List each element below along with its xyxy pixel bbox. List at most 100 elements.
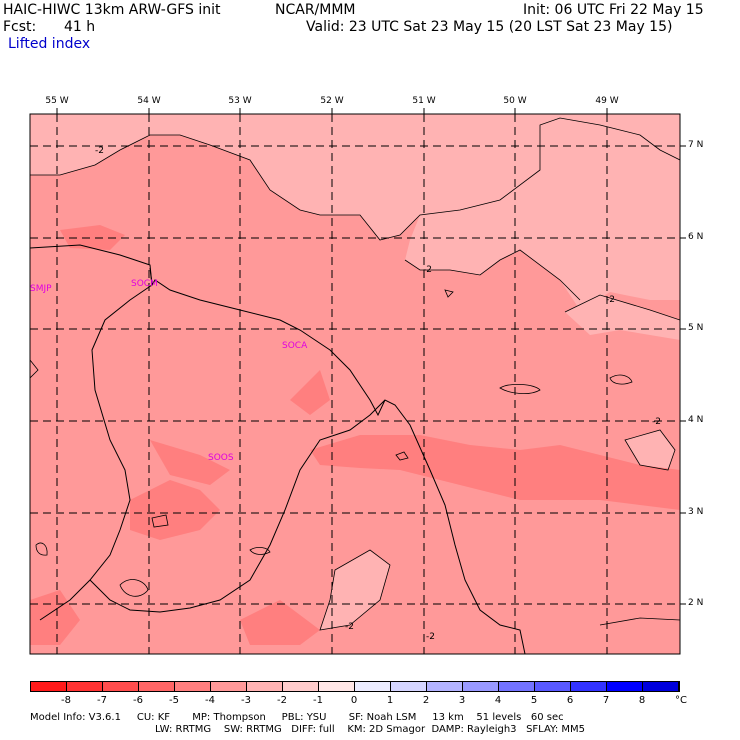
colorbar-tick: 1	[386, 695, 394, 706]
colorbar-swatch	[427, 682, 463, 691]
colorbar-swatch	[31, 682, 67, 691]
colorbar-swatch	[211, 682, 247, 691]
init-time: Init: 06 UTC Fri 22 May 15	[523, 2, 704, 18]
colorbar-swatch	[643, 682, 679, 691]
contour-ne-2	[564, 294, 680, 321]
colorbar-tick: 3	[458, 695, 466, 706]
contour-closed-7	[249, 546, 271, 555]
colorbar-tick: -5	[169, 695, 179, 706]
colorbar-swatch	[607, 682, 643, 691]
contour-closed-6	[151, 514, 169, 528]
colorbar-tick: 7	[602, 695, 610, 706]
lon-label: 55 W	[45, 96, 69, 106]
lat-label: 5 N	[688, 323, 704, 333]
lon-label: 49 W	[595, 96, 619, 106]
coastlines	[30, 244, 526, 654]
colorbar-swatch	[391, 682, 427, 691]
lat-label: 3 N	[688, 507, 704, 517]
contour-closed-3	[624, 429, 676, 471]
colorbar-tick: 8	[638, 695, 646, 706]
colorbar-swatch	[175, 682, 211, 691]
lon-label: 53 W	[228, 96, 252, 106]
colorbar	[30, 681, 680, 692]
forecast-label: Fcst:	[3, 19, 37, 35]
lat-label: 6 N	[688, 232, 704, 242]
contour-closed-2	[609, 374, 633, 385]
field-strong-patch5	[240, 600, 320, 645]
contour-label: -2	[423, 265, 432, 275]
field-strong-patch4	[60, 225, 125, 250]
colorbar-tick: -1	[313, 695, 323, 706]
contour-closed-1	[499, 384, 541, 394]
contour-label: -2	[652, 417, 661, 427]
contour-label: -2	[606, 295, 615, 305]
field-strong-band	[310, 435, 680, 510]
model-info-line1: Model Info: V3.6.1 CU: KF MP: Thompson P…	[30, 712, 564, 723]
colorbar-swatch	[319, 682, 355, 691]
contour-label: -2	[426, 632, 435, 642]
colorbar-tick: -2	[277, 695, 287, 706]
valid-time: Valid: 23 UTC Sat 23 May 15 (20 LST Sat …	[306, 19, 673, 35]
colorbar-tick: -7	[97, 695, 107, 706]
colorbar-tick: -8	[61, 695, 71, 706]
border-guyana-suriname	[149, 267, 153, 286]
border-suriname-guiana	[89, 399, 386, 613]
model-info-line2: LW: RRTMG SW: RRTMG DIFF: full KM: 2D Sm…	[155, 724, 585, 735]
station-label: SOCM	[131, 279, 158, 289]
field-strong-patch2	[150, 440, 230, 485]
lon-label: 51 W	[412, 96, 436, 106]
station-label: SOOS	[208, 453, 234, 463]
graticule	[30, 114, 680, 654]
contour-ne	[404, 249, 581, 301]
colorbar-swatch	[103, 682, 139, 691]
colorbar-swatch	[355, 682, 391, 691]
contours	[30, 117, 680, 631]
colorbar-tick: 0	[350, 695, 358, 706]
contour-label: -2	[95, 146, 104, 156]
lat-label: 7 N	[688, 140, 704, 150]
colorbar-tick: 2	[422, 695, 430, 706]
field-light-ne	[405, 118, 680, 310]
map-frame	[29, 113, 681, 655]
colorbar-swatch	[535, 682, 571, 691]
contour-closed-8	[395, 451, 409, 461]
station-label: SOCA	[282, 341, 308, 351]
border-west	[39, 284, 153, 621]
colorbar-swatch	[283, 682, 319, 691]
field-strong-patch3	[290, 370, 330, 415]
field-light-sw	[320, 550, 390, 630]
colorbar-swatch	[499, 682, 535, 691]
lat-label: 4 N	[688, 415, 704, 425]
colorbar-tick: -4	[205, 695, 215, 706]
field-strong-patch1	[130, 480, 220, 540]
colorbar-tick: 4	[494, 695, 502, 706]
forecast-hour: 41 h	[64, 19, 96, 35]
lat-label: 2 N	[688, 598, 704, 608]
contour-closed-4	[119, 579, 149, 597]
colorbar-swatch	[247, 682, 283, 691]
colorbar-tick: -3	[241, 695, 251, 706]
colorbar-tick: -6	[133, 695, 143, 706]
field-light-se	[625, 430, 675, 470]
contour-label: -2	[345, 622, 354, 632]
lon-label: 50 W	[503, 96, 527, 106]
coastline	[30, 244, 526, 654]
field-name: Lifted index	[8, 36, 91, 52]
colorbar-tick: 5	[530, 695, 538, 706]
colorbar-swatch	[67, 682, 103, 691]
model-title: HAIC-HIWC 13km ARW-GFS init	[3, 2, 221, 18]
lon-label: 54 W	[137, 96, 161, 106]
contour-closed-9	[444, 289, 454, 298]
colorbar-swatch	[139, 682, 175, 691]
frame-ticks	[56, 108, 686, 605]
colorbar-unit: °C	[675, 695, 687, 706]
station-label: SMJP	[30, 284, 52, 294]
contour-closed-10	[35, 542, 48, 556]
contour-closed-12	[599, 617, 680, 626]
contour-north	[30, 117, 680, 241]
colorbar-swatch	[571, 682, 607, 691]
contour-closed-11	[30, 359, 39, 379]
contour-closed-5	[319, 549, 391, 631]
org-label: NCAR/MMM	[275, 2, 356, 18]
